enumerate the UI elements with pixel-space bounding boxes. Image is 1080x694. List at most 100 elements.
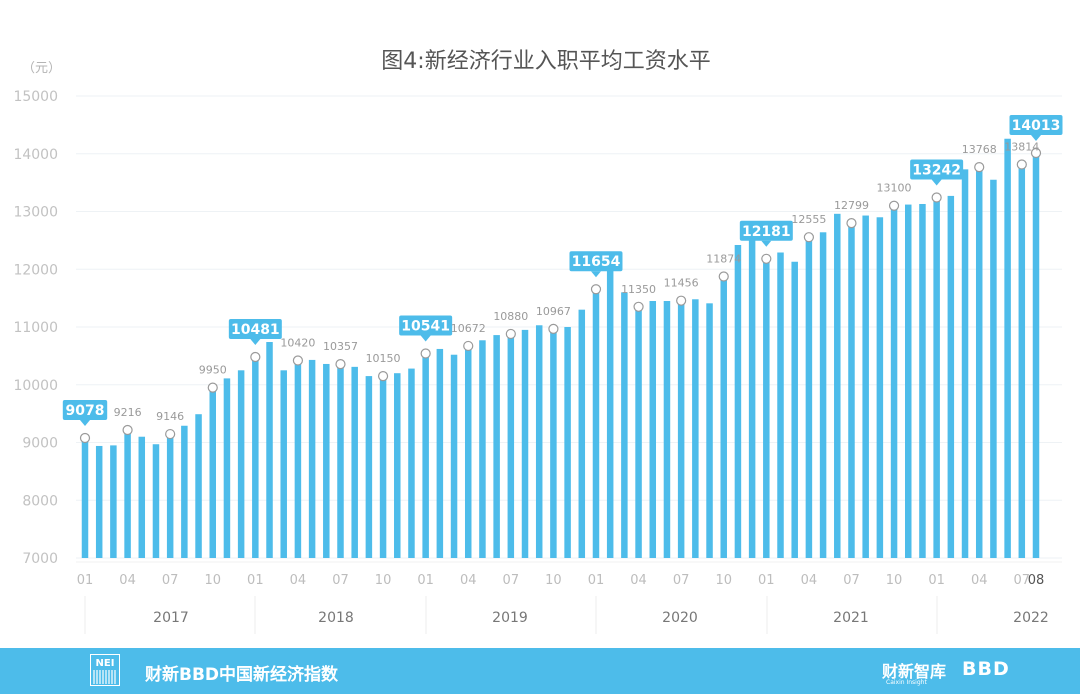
bar bbox=[166, 434, 174, 558]
highlight-callout: 11654 bbox=[569, 251, 623, 278]
data-label: 11350 bbox=[621, 283, 656, 296]
point-marker bbox=[590, 284, 602, 295]
callout-box bbox=[910, 159, 964, 180]
data-label: 9146 bbox=[156, 410, 184, 423]
data-label: 9950 bbox=[199, 364, 227, 377]
data-label: 14013 bbox=[1012, 118, 1061, 134]
y-axis: 7000 8000 9000 10000 11000 12000 13000 14000 150… bbox=[13, 89, 58, 567]
bar bbox=[947, 195, 955, 558]
bar bbox=[181, 425, 188, 558]
year-label: 2021 bbox=[833, 610, 869, 626]
bar bbox=[592, 289, 600, 558]
footer-title: 财新BBD中国新经济指数 bbox=[145, 665, 339, 685]
bar bbox=[450, 354, 458, 558]
point-marker bbox=[505, 328, 516, 340]
data-label: 11654 bbox=[572, 254, 621, 270]
callout-pointer bbox=[761, 240, 772, 247]
point-marker bbox=[718, 271, 729, 282]
bar bbox=[890, 205, 898, 558]
x-tick-label: 07 bbox=[503, 573, 520, 588]
bar bbox=[862, 215, 869, 559]
point-marker bbox=[846, 218, 857, 229]
y-tick-label: 11000 bbox=[13, 320, 58, 336]
bar bbox=[337, 364, 344, 558]
callout-box bbox=[569, 251, 623, 272]
point-marker bbox=[888, 200, 900, 211]
x-tick-label: 04 bbox=[460, 573, 477, 588]
year-label: 2022 bbox=[1013, 610, 1049, 626]
data-label: 11456 bbox=[664, 277, 699, 290]
bar bbox=[436, 348, 444, 558]
caixin-insight-sub: Caixin Insight bbox=[886, 679, 927, 686]
bar bbox=[479, 340, 486, 558]
bar bbox=[621, 292, 628, 558]
bar bbox=[848, 223, 855, 559]
bar bbox=[649, 301, 657, 558]
bar bbox=[692, 299, 699, 558]
data-label: 10420 bbox=[280, 336, 315, 349]
highlight-callout: 10541 bbox=[399, 315, 453, 342]
data-label: 13814 bbox=[1004, 140, 1039, 153]
bar bbox=[635, 306, 642, 558]
point-marker bbox=[676, 295, 687, 306]
callout-pointer bbox=[250, 338, 261, 345]
bar bbox=[493, 335, 500, 558]
highlight-callout: 10481 bbox=[228, 318, 282, 345]
point-marker bbox=[207, 382, 218, 393]
bar bbox=[805, 237, 813, 559]
callout-box bbox=[399, 315, 453, 336]
x-tick-label: 01 bbox=[77, 573, 94, 588]
callout-box bbox=[739, 220, 793, 241]
callout-pointer bbox=[931, 179, 942, 186]
bar bbox=[365, 376, 373, 558]
x-tick-label: 04 bbox=[801, 573, 818, 588]
bar bbox=[720, 276, 727, 558]
bar bbox=[266, 342, 273, 558]
point-marker bbox=[463, 340, 474, 352]
x-tick-label: 10 bbox=[545, 573, 562, 588]
bar bbox=[876, 217, 884, 558]
bar bbox=[195, 414, 202, 558]
year-label: 2018 bbox=[318, 610, 354, 626]
x-tick-label: 10 bbox=[375, 573, 392, 588]
point-markers bbox=[79, 147, 1042, 444]
x-tick-label: 01 bbox=[417, 573, 434, 588]
bar bbox=[294, 360, 302, 558]
x-tick-label: 10 bbox=[204, 573, 221, 588]
callout-pointer bbox=[420, 335, 431, 342]
x-tick-label: 01 bbox=[247, 573, 264, 588]
point-marker bbox=[1030, 147, 1042, 159]
point-marker bbox=[377, 370, 389, 382]
bar bbox=[209, 387, 216, 558]
data-label: 12799 bbox=[834, 199, 869, 212]
y-tick-label: 13000 bbox=[13, 205, 58, 221]
bbd-logo: BBD bbox=[962, 658, 1010, 680]
bar bbox=[706, 303, 713, 558]
data-label: 13242 bbox=[912, 163, 961, 179]
bar bbox=[748, 239, 756, 558]
data-label: 9216 bbox=[114, 406, 142, 419]
bar bbox=[819, 232, 827, 559]
y-tick-label: 10000 bbox=[13, 378, 58, 394]
bar bbox=[81, 437, 89, 558]
point-marker bbox=[122, 424, 133, 436]
data-label: 9078 bbox=[66, 403, 105, 419]
bar bbox=[1018, 164, 1026, 558]
x-axis: 01 04 07 10 01 04 07 10 01 04 07 10 01 04 07 10 01 04 07 10… bbox=[76, 561, 1062, 588]
point-marker bbox=[165, 428, 176, 440]
x-tick-label: 07 bbox=[332, 573, 349, 588]
y-tick-label: 8000 bbox=[22, 493, 58, 509]
bar bbox=[550, 328, 557, 558]
data-label: 12181 bbox=[742, 224, 791, 240]
x-tick-label: 07 bbox=[162, 573, 179, 588]
bar bbox=[223, 378, 231, 558]
bar bbox=[535, 325, 543, 558]
bars bbox=[81, 138, 1040, 559]
point-marker bbox=[761, 253, 772, 264]
x-tick-label: 01 bbox=[928, 573, 945, 588]
data-label: 10481 bbox=[231, 322, 280, 338]
x-tick-label: 07 bbox=[673, 573, 690, 588]
y-tick-label: 15000 bbox=[13, 89, 58, 105]
year-label: 2017 bbox=[153, 610, 189, 626]
